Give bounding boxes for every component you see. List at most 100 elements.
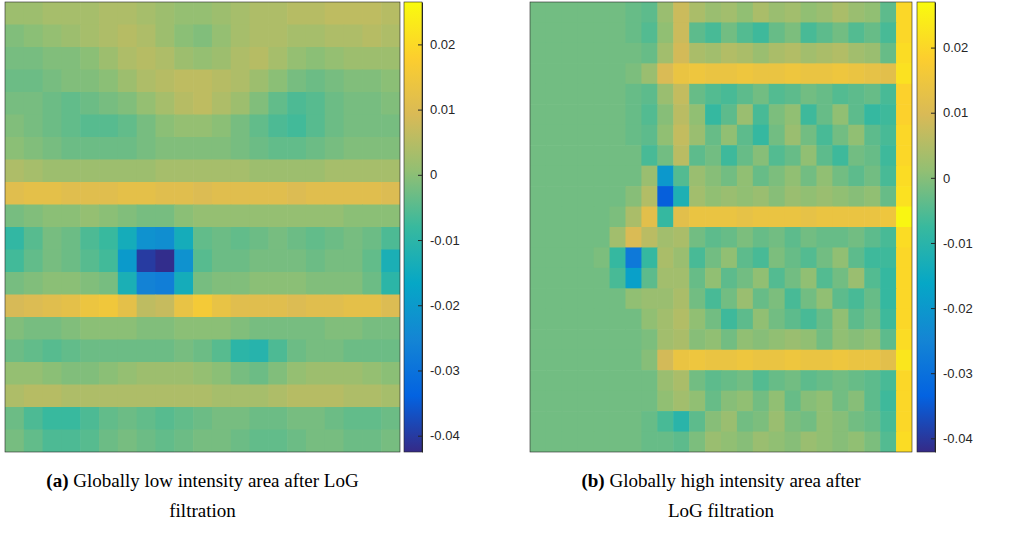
heatmap-cell	[118, 272, 137, 295]
heatmap-cell	[705, 63, 722, 84]
heatmap-cell	[578, 207, 595, 228]
heatmap-cell	[61, 430, 80, 453]
heatmap-cell	[562, 145, 579, 166]
heatmap-cell	[832, 247, 849, 268]
heatmap-cell	[769, 207, 786, 228]
heatmap-cell	[578, 2, 595, 23]
heatmap-cell	[848, 84, 865, 105]
heatmap-cell	[174, 227, 193, 250]
heatmap-cell	[193, 385, 212, 408]
tick-mark	[931, 113, 935, 114]
heatmap-cell	[785, 2, 802, 23]
heatmap-cell	[546, 43, 563, 64]
heatmap-cell	[24, 317, 43, 340]
tick-label: -0.01	[430, 233, 460, 248]
heatmap-cell	[801, 145, 818, 166]
heatmap-cell	[753, 186, 770, 207]
tick-label: 0	[430, 167, 437, 182]
heatmap-cell	[99, 92, 118, 115]
heatmap-cell	[287, 205, 306, 228]
heatmap-cell	[306, 2, 325, 25]
heatmap-cell	[610, 350, 627, 371]
heatmap-cell	[817, 63, 834, 84]
heatmap-cell	[737, 186, 754, 207]
heatmap-cell	[896, 227, 912, 248]
heatmap-cell	[193, 137, 212, 160]
heatmap-cell	[118, 385, 137, 408]
heatmap-cell	[817, 370, 834, 391]
heatmap-cell	[562, 125, 579, 146]
heatmap-cell	[626, 43, 643, 64]
heatmap-cell	[80, 182, 99, 205]
heatmap-cell	[562, 227, 579, 248]
heatmap-cell	[578, 350, 595, 371]
heatmap-cell	[880, 350, 897, 371]
heatmap-cell	[864, 432, 881, 452]
heatmap-cell	[673, 309, 690, 330]
heatmap-cell	[80, 205, 99, 228]
heatmap-cell	[546, 227, 563, 248]
heatmap-cell	[817, 411, 834, 432]
tick-label: -0.04	[943, 431, 973, 446]
heatmap-cell	[880, 84, 897, 105]
heatmap-cell	[268, 92, 287, 115]
heatmap-cell	[721, 2, 738, 23]
heatmap-cell	[721, 84, 738, 105]
heatmap-cell	[61, 340, 80, 363]
heatmap-cell	[610, 432, 627, 452]
heatmap-cell	[610, 370, 627, 391]
heatmap-cell	[801, 329, 818, 350]
heatmap-cell	[594, 145, 611, 166]
heatmap-cell	[610, 43, 627, 64]
heatmap-cell	[594, 104, 611, 125]
heatmap-cell	[880, 432, 897, 452]
heatmap-cell	[817, 166, 834, 187]
heatmap-cell	[817, 288, 834, 309]
heatmap-cell	[753, 268, 770, 289]
heatmap-cell	[344, 137, 363, 160]
heatmap-cell	[832, 391, 849, 412]
heatmap-cell	[231, 92, 250, 115]
heatmap-cell	[80, 272, 99, 295]
heatmap-cell	[785, 370, 802, 391]
heatmap-cell	[174, 272, 193, 295]
heatmap-cell	[43, 340, 62, 363]
heatmap-cell	[118, 250, 137, 273]
heatmap-cell	[362, 317, 381, 340]
heatmap-cell	[610, 2, 627, 23]
heatmap-cell	[287, 272, 306, 295]
heatmap-cell	[61, 250, 80, 273]
heatmap-cell	[546, 22, 563, 43]
heatmap-cell	[689, 268, 706, 289]
heatmap-cell	[769, 84, 786, 105]
heatmap-cell	[344, 115, 363, 138]
heatmap-cell	[212, 70, 231, 93]
heatmap-cell	[212, 317, 231, 340]
heatmap-cell	[61, 407, 80, 430]
heatmap-cell	[193, 295, 212, 318]
heatmap-cell	[785, 350, 802, 371]
heatmap-cell	[193, 205, 212, 228]
heatmap-cell	[864, 63, 881, 84]
heatmap-cell	[705, 370, 722, 391]
heatmap-cell	[268, 340, 287, 363]
heatmap-cell	[594, 309, 611, 330]
heatmap-cell	[817, 186, 834, 207]
tick-label: -0.01	[943, 236, 973, 251]
heatmap-cell	[250, 250, 269, 273]
heatmap-cell	[231, 430, 250, 453]
heatmap-cell	[673, 268, 690, 289]
heatmap-cell	[785, 411, 802, 432]
heatmap-cell	[832, 84, 849, 105]
heatmap-cell	[737, 227, 754, 248]
heatmap-cell	[737, 22, 754, 43]
heatmap-cell	[594, 268, 611, 289]
heatmap-cell	[530, 288, 547, 309]
colorbar-axis: -0.04-0.03-0.02-0.0100.010.02	[418, 3, 460, 453]
heatmap-cell	[118, 362, 137, 385]
heatmap-cell	[832, 329, 849, 350]
heatmap-cell	[721, 104, 738, 125]
heatmap-cell	[657, 309, 674, 330]
heatmap-cell	[737, 145, 754, 166]
heatmap-cell	[250, 2, 269, 25]
